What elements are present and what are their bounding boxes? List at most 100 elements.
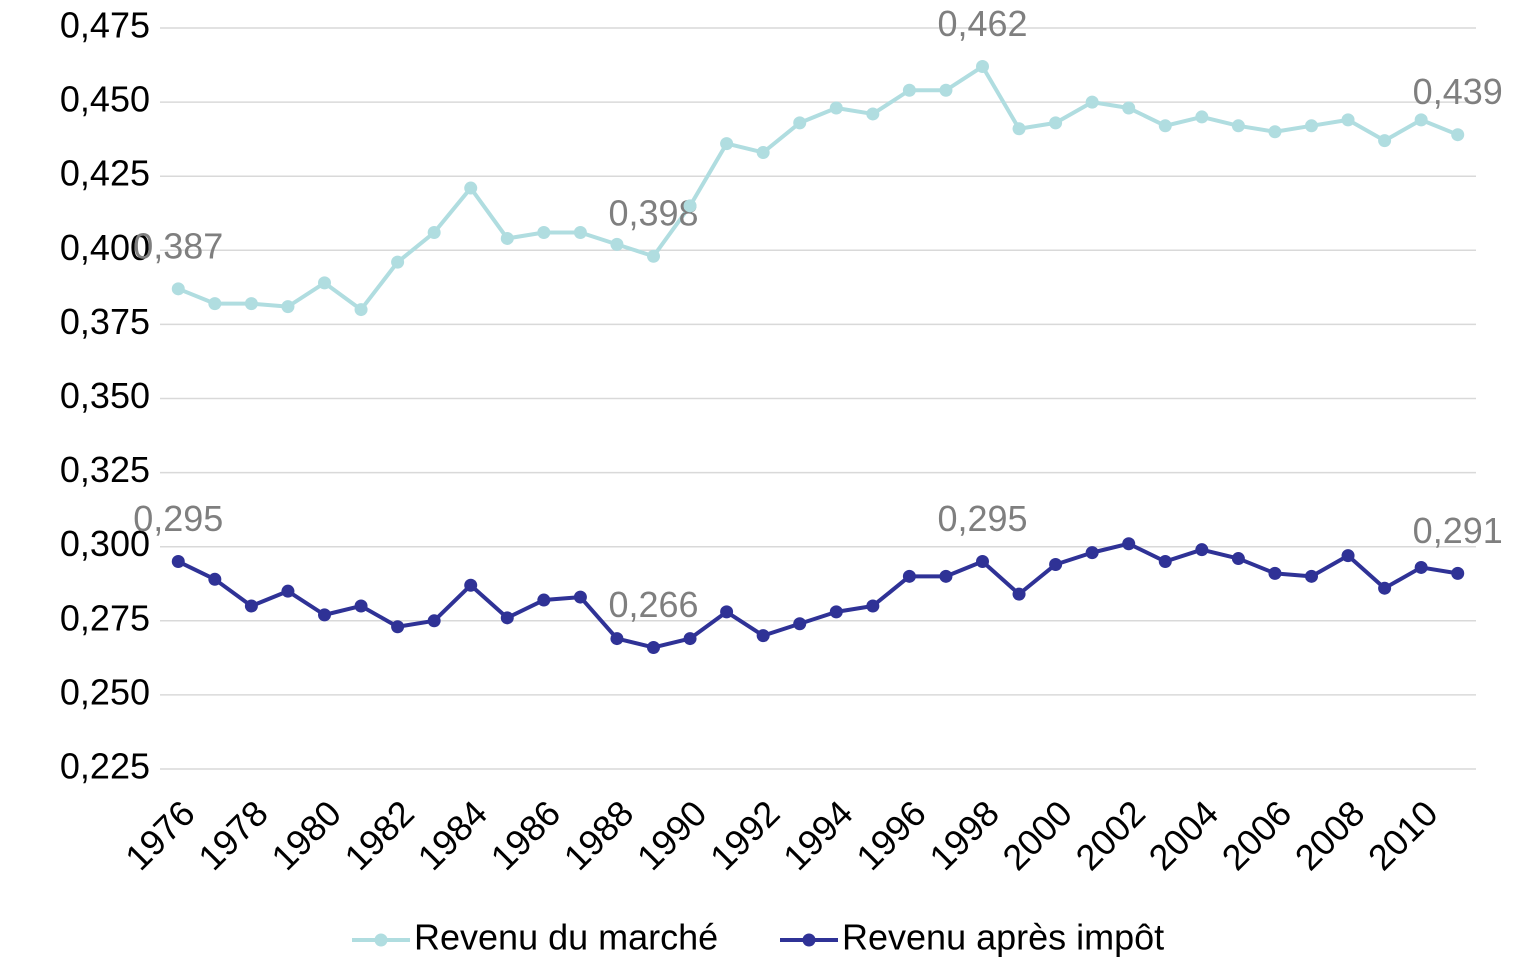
data-point xyxy=(391,255,405,269)
data-point xyxy=(427,614,441,628)
data-point xyxy=(318,276,331,290)
data-point xyxy=(1122,101,1136,115)
data-point xyxy=(647,640,660,654)
series-line xyxy=(177,64,1459,312)
data-point xyxy=(866,107,880,121)
data-point xyxy=(1451,128,1465,142)
data-label: 0,295 xyxy=(133,498,223,539)
data-point xyxy=(318,608,331,622)
data-point xyxy=(1158,555,1172,569)
x-tick-label: 1994 xyxy=(775,792,861,878)
y-tick-label: 0,275 xyxy=(60,597,150,638)
x-tick-label: 1996 xyxy=(848,792,934,878)
data-point xyxy=(391,620,405,634)
data-point xyxy=(1231,552,1245,566)
data-point xyxy=(1305,569,1318,583)
data-point xyxy=(1341,549,1355,563)
data-point xyxy=(1341,113,1355,127)
data-point xyxy=(1378,134,1392,148)
x-tick-label: 2008 xyxy=(1287,792,1373,878)
x-tick-label: 1978 xyxy=(190,792,276,878)
data-point xyxy=(171,555,185,569)
y-tick-label: 0,450 xyxy=(60,79,150,120)
y-tick-label: 0,425 xyxy=(60,153,150,194)
data-label: 0,266 xyxy=(608,584,698,625)
data-point xyxy=(756,629,770,643)
data-point xyxy=(1085,546,1099,560)
data-point xyxy=(537,593,551,607)
data-point xyxy=(354,599,368,613)
x-tick-label: 1988 xyxy=(556,792,642,878)
data-point xyxy=(829,101,843,115)
data-point xyxy=(1195,543,1209,557)
data-point xyxy=(793,617,807,631)
data-point xyxy=(1305,119,1318,133)
data-point xyxy=(573,226,587,240)
data-point xyxy=(1012,122,1026,136)
data-point xyxy=(1012,587,1026,601)
data-label: 0,398 xyxy=(608,193,698,234)
y-tick-label: 0,400 xyxy=(60,227,150,268)
data-point xyxy=(720,605,734,619)
x-tick-label: 2010 xyxy=(1360,792,1446,878)
data-point xyxy=(976,60,989,74)
data-point xyxy=(281,584,295,598)
data-point xyxy=(171,282,185,296)
data-label: 0,387 xyxy=(133,225,223,266)
data-point xyxy=(976,555,989,569)
data-point xyxy=(720,137,734,151)
data-label: 0,295 xyxy=(937,498,1027,539)
data-point xyxy=(866,599,880,613)
data-point xyxy=(829,605,843,619)
data-point xyxy=(573,590,587,604)
y-tick-label: 0,350 xyxy=(60,375,150,416)
x-tick-label: 1998 xyxy=(921,792,1007,878)
data-point xyxy=(1049,116,1063,130)
y-tick-label: 0,325 xyxy=(60,449,150,490)
data-point xyxy=(939,83,953,97)
data-point xyxy=(1195,110,1209,124)
data-point xyxy=(500,611,514,625)
data-point xyxy=(1122,537,1136,551)
data-point xyxy=(537,226,551,240)
x-tick-label: 1976 xyxy=(117,792,203,878)
data-label: 0,291 xyxy=(1413,510,1503,551)
data-point xyxy=(683,632,697,646)
x-tick-label: 1980 xyxy=(263,792,349,878)
data-point xyxy=(902,569,916,583)
x-tick-label: 2002 xyxy=(1067,792,1153,878)
x-tick-label: 1992 xyxy=(702,792,788,878)
data-point xyxy=(610,632,624,646)
legend-marker xyxy=(802,933,816,947)
data-point xyxy=(1414,113,1428,127)
y-tick-label: 0,300 xyxy=(60,523,150,564)
data-point xyxy=(939,569,953,583)
data-point xyxy=(647,249,660,263)
legend-marker xyxy=(374,933,388,947)
data-point xyxy=(427,226,441,240)
x-tick-label: 1984 xyxy=(409,792,495,878)
data-point xyxy=(1049,557,1063,571)
y-tick-label: 0,475 xyxy=(60,5,150,46)
data-point xyxy=(281,300,295,314)
data-label: 0,439 xyxy=(1413,71,1503,112)
data-point xyxy=(793,116,807,130)
data-point xyxy=(1231,119,1245,133)
x-tick-label: 1986 xyxy=(483,792,569,878)
x-tick-label: 1982 xyxy=(336,792,422,878)
data-point xyxy=(902,83,916,97)
data-point xyxy=(1268,125,1282,139)
x-tick-label: 2004 xyxy=(1141,792,1227,878)
data-point xyxy=(244,297,258,311)
data-point xyxy=(1268,566,1282,580)
data-point xyxy=(464,181,478,195)
data-point xyxy=(208,572,222,586)
data-point xyxy=(683,199,697,213)
data-point xyxy=(756,145,770,159)
y-tick-label: 0,225 xyxy=(60,746,150,787)
legend-label: Revenu après impôt xyxy=(842,917,1164,958)
data-point xyxy=(1414,560,1428,574)
data-point xyxy=(208,297,222,311)
data-point xyxy=(244,599,258,613)
